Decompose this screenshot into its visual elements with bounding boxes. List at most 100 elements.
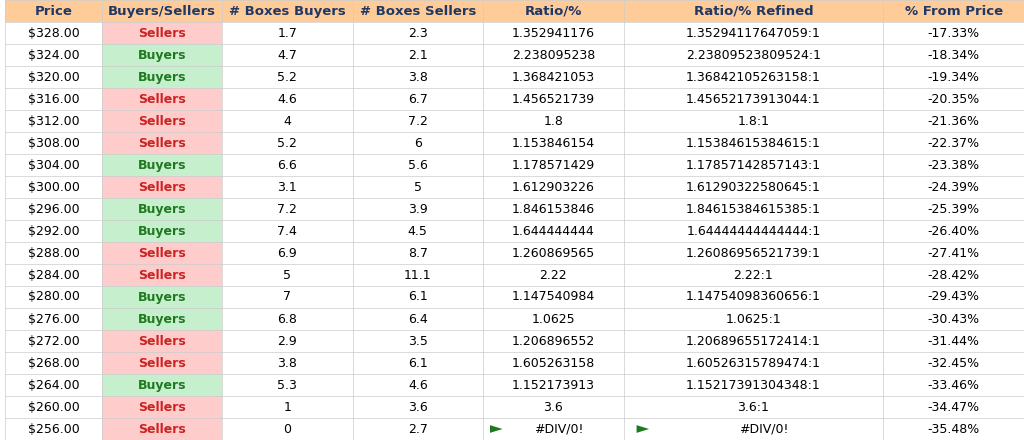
Text: 1.36842105263158:1: 1.36842105263158:1 — [686, 70, 821, 84]
Text: 8.7: 8.7 — [408, 246, 428, 260]
Text: 6.9: 6.9 — [278, 246, 297, 260]
Text: 5.2: 5.2 — [278, 70, 297, 84]
Bar — [483, 308, 624, 330]
Text: Sellers: Sellers — [138, 246, 186, 260]
Bar — [624, 44, 884, 66]
Text: 1.368421053: 1.368421053 — [512, 70, 595, 84]
Text: -19.34%: -19.34% — [928, 70, 980, 84]
Text: $292.00: $292.00 — [28, 224, 79, 238]
Bar — [884, 44, 1024, 66]
Bar — [624, 88, 884, 110]
Text: 6.7: 6.7 — [408, 92, 428, 106]
Bar — [884, 242, 1024, 264]
Bar — [483, 176, 624, 198]
Text: #DIV/0!: #DIV/0! — [535, 422, 584, 436]
Bar — [483, 44, 624, 66]
Text: $316.00: $316.00 — [28, 92, 79, 106]
Text: Sellers: Sellers — [138, 422, 186, 436]
Bar — [5, 0, 102, 22]
Bar — [102, 220, 222, 242]
Bar — [5, 110, 102, 132]
Text: 4.6: 4.6 — [408, 378, 428, 392]
Text: 5.6: 5.6 — [408, 158, 428, 172]
Bar — [624, 308, 884, 330]
Bar — [102, 418, 222, 440]
Bar — [222, 176, 352, 198]
Text: 1.152173913: 1.152173913 — [512, 378, 595, 392]
Text: Sellers: Sellers — [138, 26, 186, 40]
Bar — [352, 374, 483, 396]
Text: Buyers: Buyers — [138, 224, 186, 238]
Bar — [222, 242, 352, 264]
Bar — [352, 176, 483, 198]
Text: $264.00: $264.00 — [28, 378, 79, 392]
Bar — [102, 264, 222, 286]
Bar — [884, 176, 1024, 198]
Bar — [884, 198, 1024, 220]
Text: 0: 0 — [284, 422, 292, 436]
Bar — [102, 396, 222, 418]
Text: 2.7: 2.7 — [408, 422, 428, 436]
Polygon shape — [637, 425, 649, 433]
Bar — [222, 44, 352, 66]
Bar — [222, 88, 352, 110]
Text: -26.40%: -26.40% — [928, 224, 980, 238]
Text: $280.00: $280.00 — [28, 290, 80, 304]
Text: Buyers: Buyers — [138, 202, 186, 216]
Bar — [884, 286, 1024, 308]
Bar — [884, 418, 1024, 440]
Text: 2.9: 2.9 — [278, 334, 297, 348]
Bar — [222, 330, 352, 352]
Text: 3.6: 3.6 — [408, 400, 428, 414]
Bar — [624, 110, 884, 132]
Text: # Boxes Sellers: # Boxes Sellers — [359, 4, 476, 18]
Bar — [352, 110, 483, 132]
Text: -32.45%: -32.45% — [928, 356, 980, 370]
Text: 1.14754098360656:1: 1.14754098360656:1 — [686, 290, 821, 304]
Text: $312.00: $312.00 — [28, 114, 79, 128]
Text: 7.2: 7.2 — [278, 202, 297, 216]
Bar — [483, 88, 624, 110]
Bar — [483, 198, 624, 220]
Bar — [5, 330, 102, 352]
Bar — [483, 132, 624, 154]
Bar — [483, 286, 624, 308]
Text: 1.147540984: 1.147540984 — [512, 290, 595, 304]
Text: Ratio/% Refined: Ratio/% Refined — [693, 4, 813, 18]
Text: Sellers: Sellers — [138, 334, 186, 348]
Text: Sellers: Sellers — [138, 136, 186, 150]
Bar — [352, 264, 483, 286]
Bar — [222, 154, 352, 176]
Text: -28.42%: -28.42% — [928, 268, 980, 282]
Text: $300.00: $300.00 — [28, 180, 80, 194]
Text: Sellers: Sellers — [138, 92, 186, 106]
Bar — [884, 308, 1024, 330]
Text: $256.00: $256.00 — [28, 422, 80, 436]
Text: 6.8: 6.8 — [278, 312, 297, 326]
Bar — [352, 286, 483, 308]
Text: #DIV/0!: #DIV/0! — [739, 422, 788, 436]
Text: 1: 1 — [284, 400, 291, 414]
Text: 6.6: 6.6 — [278, 158, 297, 172]
Text: Sellers: Sellers — [138, 400, 186, 414]
Bar — [884, 264, 1024, 286]
Text: 1.260869565: 1.260869565 — [512, 246, 595, 260]
Bar — [624, 220, 884, 242]
Text: 2.23809523809524:1: 2.23809523809524:1 — [686, 48, 821, 62]
Bar — [483, 154, 624, 176]
Bar — [5, 242, 102, 264]
Bar — [352, 88, 483, 110]
Bar — [624, 66, 884, 88]
Text: $320.00: $320.00 — [28, 70, 80, 84]
Text: -27.41%: -27.41% — [928, 246, 980, 260]
Text: 1.20689655172414:1: 1.20689655172414:1 — [686, 334, 821, 348]
Text: $296.00: $296.00 — [28, 202, 79, 216]
Bar — [102, 198, 222, 220]
Bar — [624, 242, 884, 264]
Text: 7.4: 7.4 — [278, 224, 297, 238]
Text: 1.7: 1.7 — [278, 26, 297, 40]
Bar — [483, 418, 624, 440]
Bar — [102, 132, 222, 154]
Text: 1.846153846: 1.846153846 — [512, 202, 595, 216]
Bar — [102, 66, 222, 88]
